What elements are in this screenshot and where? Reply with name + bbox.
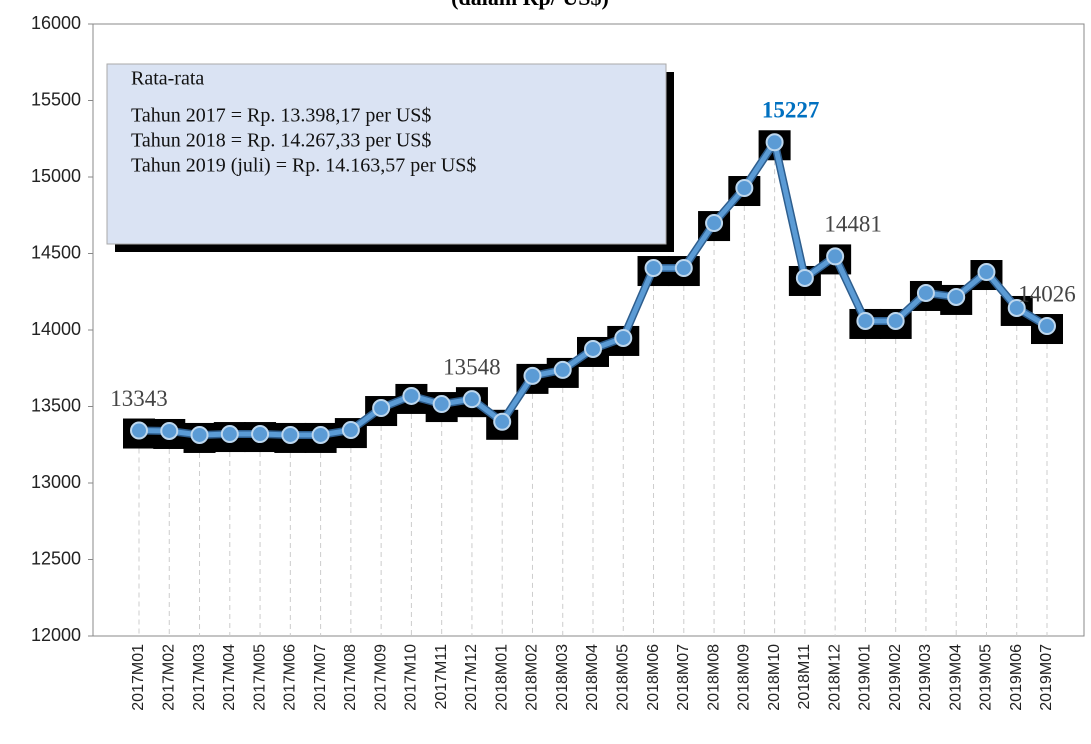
annotation-text: Tahun 2018 = Rp. 14.267,33 per US$ (131, 130, 431, 152)
x-tick-label: 2018M10 (766, 644, 783, 711)
x-tick-label: 2019M04 (947, 644, 964, 711)
x-tick-label: 2018M02 (524, 644, 541, 711)
marker (462, 390, 481, 409)
x-tick-label: 2019M07 (1038, 644, 1055, 711)
marker (190, 425, 209, 444)
x-tick-label: 2018M04 (584, 644, 601, 711)
marker (1038, 317, 1056, 336)
y-tick-label: 12500 (31, 548, 81, 568)
x-tick-label: 2017M10 (403, 644, 420, 711)
marker (977, 263, 996, 282)
marker (614, 328, 633, 347)
marker (765, 133, 784, 152)
marker (916, 283, 935, 302)
marker (705, 214, 724, 233)
data-label: 13548 (443, 354, 501, 379)
marker (886, 311, 905, 330)
annotation-text: Tahun 2019 (juli) = Rp. 14.163,57 per US… (131, 155, 476, 177)
x-tick-label: 2019M02 (887, 644, 904, 711)
marker (311, 425, 330, 444)
y-tick-label: 12000 (31, 625, 81, 645)
marker (826, 247, 845, 266)
x-tick-label: 2019M05 (978, 644, 995, 711)
x-tick-label: 2019M06 (1008, 644, 1025, 711)
y-tick-label: 13500 (31, 395, 81, 415)
x-tick-label: 2017M12 (463, 644, 480, 711)
x-tick-label: 2018M05 (614, 644, 631, 711)
marker (220, 425, 239, 444)
y-tick-label: 15000 (31, 166, 81, 186)
x-tick-label: 2017M07 (312, 644, 329, 711)
marker (402, 386, 421, 405)
x-tick-label: 2019M01 (857, 644, 874, 711)
x-tick-label: 2018M01 (493, 644, 510, 711)
x-tick-label: 2018M12 (826, 644, 843, 711)
annotation-text: Rata-rata (131, 68, 204, 90)
x-tick-label: 2017M09 (372, 644, 389, 711)
marker (160, 421, 179, 440)
x-tick-label: 2017M06 (282, 644, 299, 711)
marker (493, 412, 512, 431)
x-tick-label: 2017M03 (191, 644, 208, 711)
y-tick-label: 16000 (31, 13, 81, 33)
marker (584, 339, 602, 358)
x-tick-label: 2018M08 (705, 644, 722, 711)
y-tick-label: 13000 (31, 472, 81, 492)
x-tick-label: 2017M08 (342, 644, 359, 711)
x-tick-label: 2018M06 (645, 644, 662, 711)
x-tick-label: 2017M05 (251, 644, 268, 711)
x-tick-label: 2017M11 (433, 644, 450, 710)
x-tick-label: 2017M02 (160, 644, 177, 711)
x-tick-label: 2018M11 (796, 644, 813, 710)
marker (553, 360, 572, 379)
y-tick-label: 14000 (31, 319, 81, 339)
marker (523, 366, 542, 385)
marker (674, 259, 693, 278)
marker (281, 425, 300, 444)
marker (341, 421, 360, 440)
data-label: 13343 (110, 386, 168, 411)
x-tick-label: 2017M04 (221, 644, 238, 711)
marker (251, 425, 270, 444)
data-label: 14481 (824, 212, 882, 237)
x-tick-label: 2018M03 (554, 644, 571, 711)
annotation-box (106, 63, 667, 245)
marker (130, 421, 148, 440)
y-tick-label: 15500 (31, 89, 81, 109)
marker (432, 395, 451, 414)
marker (856, 311, 875, 330)
marker (795, 268, 814, 287)
y-tick-label: 14500 (31, 242, 81, 262)
chart-title: (dalam Rp/ US$) (451, 0, 609, 10)
x-tick-label: 2017M01 (130, 644, 147, 711)
marker (947, 287, 966, 306)
marker (735, 179, 754, 198)
marker (644, 259, 663, 278)
marker (372, 399, 391, 418)
x-tick-label: 2019M03 (917, 644, 934, 711)
data-label: 14026 (1018, 281, 1076, 306)
annotation-text: Tahun 2017 = Rp. 13.398,17 per US$ (131, 105, 431, 127)
marker (1007, 298, 1026, 317)
x-tick-label: 2018M09 (736, 644, 753, 711)
data-label: 15227 (762, 98, 820, 123)
x-tick-label: 2018M07 (675, 644, 692, 711)
